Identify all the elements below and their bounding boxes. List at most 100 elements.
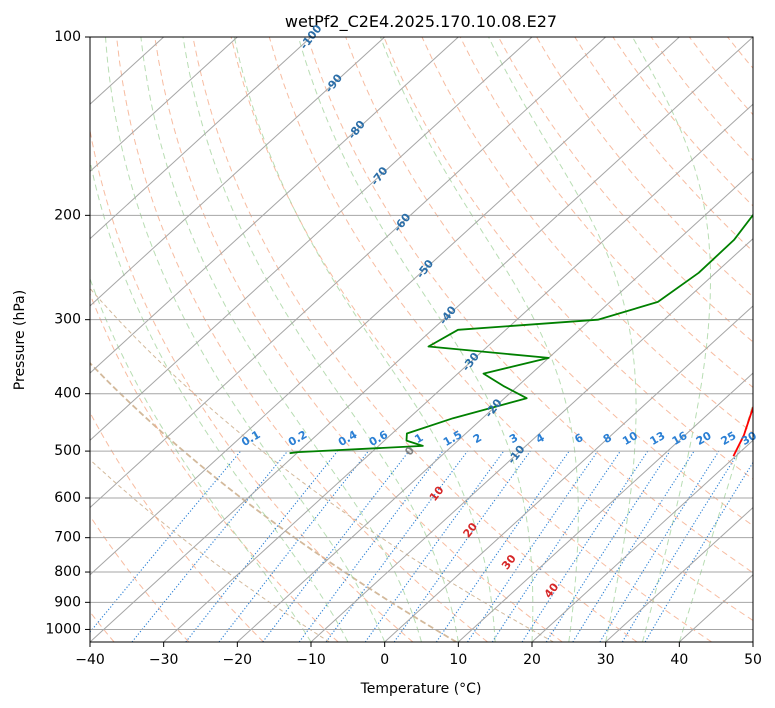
dry-adiabat-line	[116, 37, 488, 642]
dry-adiabat-label: -60	[391, 210, 414, 234]
y-tick-label: 700	[54, 530, 81, 546]
moist-adiabat-line	[90, 277, 312, 642]
x-tick-label: 40	[670, 652, 688, 668]
y-axis-label: Pressure (hPa)	[12, 290, 28, 390]
dry-adiabat-line	[727, 37, 753, 69]
mixing-ratio-line	[435, 450, 570, 642]
y-axis-ticks: 100 200 300 400 500 600 700 800 900 1000	[45, 29, 90, 637]
mixing-ratio-label: 0.1	[239, 428, 262, 449]
isotherm-gridline	[90, 37, 680, 576]
moist-adiabats	[90, 37, 753, 642]
dry-adiabat-line	[766, 37, 775, 642]
dry-adiabat-line	[574, 37, 753, 252]
y-tick-label: 900	[54, 594, 81, 610]
isotherm-gridline	[90, 37, 238, 173]
mixing-ratio-label: 0.4	[336, 428, 360, 449]
dry-adiabat-label: -90	[323, 71, 346, 95]
moist-adiabat-line	[488, 37, 637, 642]
dry-adiabat-line	[650, 37, 753, 162]
mixing-ratio-line	[218, 450, 369, 642]
y-tick-label: 100	[54, 29, 81, 45]
x-tick-label: −10	[296, 652, 326, 668]
y-tick-label: 300	[54, 312, 81, 328]
moist-adiabat-line	[182, 37, 459, 642]
dry-adiabat-line	[536, 37, 753, 298]
dry-adiabat-label: -40	[437, 303, 460, 327]
isotherm-gridline	[531, 439, 753, 642]
x-tick-label: 30	[597, 652, 615, 668]
y-tick-label: 400	[54, 386, 81, 402]
brown-curves	[90, 287, 554, 642]
dry-adiabat-line	[688, 37, 753, 116]
mixing-ratio-line	[599, 450, 720, 642]
mixing-ratio-line	[262, 450, 410, 642]
dry-adiabat-line	[307, 37, 753, 574]
mixing-ratio-label: 8	[601, 431, 614, 446]
y-tick-label: 200	[54, 207, 81, 223]
dry-adiabat-line	[90, 127, 414, 642]
mixing-ratio-line	[298, 450, 444, 642]
mixing-ratio-line	[467, 450, 599, 642]
dry-adiabat-line	[90, 292, 339, 642]
isotherm-gridline	[90, 37, 607, 509]
mixing-ratio-label: 1.5	[441, 428, 464, 449]
mixing-ratio-line	[325, 450, 468, 642]
isotherm-gridline	[310, 237, 753, 642]
mixing-ratio-line	[521, 450, 649, 642]
mixing-ratio-line	[572, 450, 695, 642]
x-tick-label: −40	[75, 652, 105, 668]
moist-adiabat-line	[632, 37, 711, 642]
mixing-ratio-line	[491, 450, 621, 642]
brown-curve	[90, 459, 330, 642]
moist-adiabat-line	[380, 37, 579, 642]
dry-adiabat-line	[90, 515, 190, 642]
isotherm-gridline	[457, 372, 753, 642]
moist-adiabat-line	[297, 37, 534, 642]
x-tick-label: 20	[523, 652, 541, 668]
mixing-ratio-label: 10	[620, 429, 640, 448]
y-tick-label: 1000	[45, 621, 81, 637]
mixing-ratio-line	[621, 450, 740, 642]
dry-adiabat-label: -10	[505, 443, 528, 467]
plot-frame	[89, 36, 754, 643]
isotherm-gridline	[90, 37, 753, 642]
isotherm-gridline	[90, 37, 386, 307]
isotherm-gridline	[163, 103, 753, 642]
isotherm-gridline	[90, 37, 312, 240]
mixing-ratio-lines	[90, 450, 753, 642]
dry-adiabat-line	[497, 37, 753, 343]
plot-area	[90, 37, 775, 642]
dry-adiabat-line	[268, 37, 753, 622]
dry-adiabat-line	[90, 411, 264, 642]
moist-adiabat-line	[105, 37, 386, 642]
profile-series	[289, 213, 753, 457]
chart-title: wetPf2_C2E4.2025.170.10.08.E27	[285, 12, 557, 32]
mixing-ratio-label: 2	[471, 431, 484, 446]
x-tick-label: 0	[380, 652, 389, 668]
dry-adiabat-line	[421, 37, 753, 434]
mixing-ratio-label: 6	[572, 431, 585, 446]
brown-curve	[90, 361, 457, 642]
mixing-ratio-label: 0.2	[286, 428, 309, 449]
overlay-labels: -100-90-80-70-60-50-40-30-20-10010203040…	[239, 22, 759, 601]
x-tick-label: 50	[744, 652, 762, 668]
mixing-ratio-label: 16	[670, 429, 690, 448]
dry-adiabat-label: 40	[542, 580, 562, 600]
x-tick-label: 10	[449, 652, 467, 668]
isotherm-gridline	[605, 506, 753, 642]
x-axis-label: Temperature (°C)	[360, 681, 482, 697]
x-tick-label: −20	[223, 652, 253, 668]
mixing-ratio-line	[131, 450, 289, 642]
isotherm-gridline	[90, 37, 459, 374]
dry-adiabat-label: -80	[345, 118, 368, 142]
y-tick-label: 500	[54, 443, 81, 459]
mixing-ratio-line	[185, 450, 339, 642]
dry-adiabat-line	[192, 37, 638, 642]
brown-curve	[90, 287, 554, 642]
mixing-ratio-label: 0.6	[367, 428, 391, 449]
isotherm-gridline	[236, 170, 753, 642]
moist-adiabat-line	[140, 37, 422, 642]
mixing-ratio-line	[364, 450, 505, 642]
skewed-isotherms	[90, 37, 753, 642]
